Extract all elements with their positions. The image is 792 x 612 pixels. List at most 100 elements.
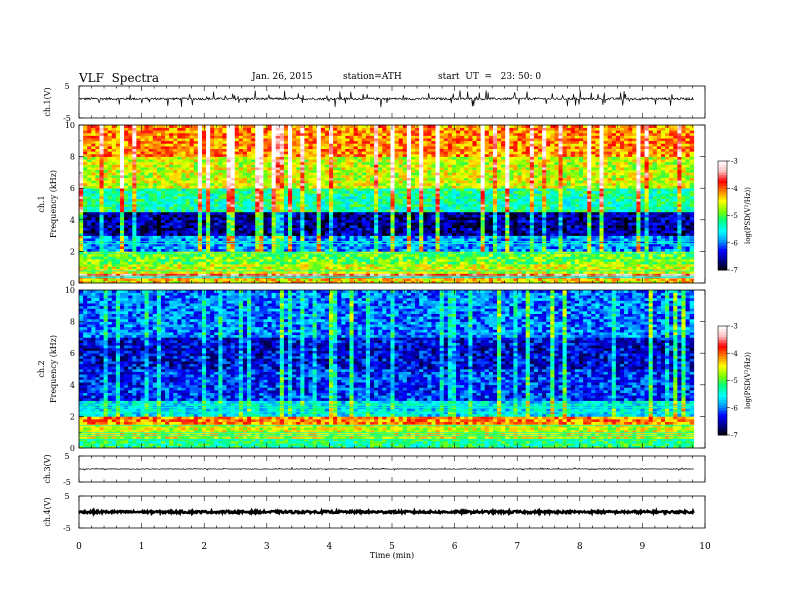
heatmap-cell xyxy=(476,251,482,255)
heatmap-cell xyxy=(218,251,223,255)
heatmap-cell xyxy=(107,258,113,262)
heatmap-cell xyxy=(148,273,154,277)
heatmap-cell xyxy=(644,209,650,213)
heatmap-cell xyxy=(497,222,502,226)
heatmap-cell xyxy=(222,206,227,210)
heatmap-cell xyxy=(226,266,232,270)
heatmap-cell xyxy=(197,248,203,252)
heatmap-cell xyxy=(398,222,404,226)
heatmap-cell xyxy=(333,225,338,228)
heatmap-cell xyxy=(160,248,166,252)
heatmap-cell xyxy=(587,209,592,213)
heatmap-cell xyxy=(599,273,604,277)
heatmap-cell xyxy=(636,217,641,221)
heatmap-cell xyxy=(152,201,158,205)
heatmap-cell xyxy=(95,217,100,221)
heatmap-cell xyxy=(533,266,539,270)
heatmap-cell xyxy=(247,248,252,252)
heatmap-cell xyxy=(607,258,613,262)
heatmap-cell xyxy=(214,243,219,247)
heatmap-cell xyxy=(283,222,289,226)
heatmap-cell xyxy=(181,232,186,236)
heatmap-cell xyxy=(378,225,383,228)
heatmap-cell xyxy=(140,204,145,207)
heatmap-cell xyxy=(488,232,494,236)
heatmap-cell xyxy=(587,251,592,255)
heatmap-cell xyxy=(353,198,359,202)
heatmap-cell xyxy=(390,271,395,274)
heatmap-cell xyxy=(583,266,588,270)
heatmap-cell xyxy=(558,266,563,270)
heatmap-cell xyxy=(521,258,527,262)
heatmap-cell xyxy=(230,280,236,284)
heatmap-cell xyxy=(292,204,297,207)
heatmap-cell xyxy=(148,248,154,252)
heatmap-cell xyxy=(177,248,182,252)
heatmap-cell xyxy=(419,206,424,210)
heatmap-cell xyxy=(595,219,600,223)
heatmap-cell xyxy=(439,238,445,242)
heatmap-cell xyxy=(181,253,186,257)
heatmap-cell xyxy=(538,222,543,226)
heatmap-cell xyxy=(226,273,232,277)
heatmap-cell xyxy=(472,232,477,236)
heatmap-cell xyxy=(624,266,629,270)
heatmap-cell xyxy=(365,280,371,284)
heatmap-cell xyxy=(624,225,629,228)
heatmap-cell xyxy=(660,227,666,231)
heatmap-cell xyxy=(107,268,113,272)
heatmap-cell xyxy=(505,248,510,252)
heatmap-cell xyxy=(669,258,674,262)
heatmap-cell xyxy=(488,201,494,205)
heatmap-cell xyxy=(505,253,510,257)
heatmap-cell xyxy=(185,227,191,231)
heatmap-cell xyxy=(169,206,174,210)
heatmap-cell xyxy=(636,253,641,257)
heatmap-cell xyxy=(328,240,334,244)
heatmap-cell xyxy=(468,214,473,218)
heatmap-cell xyxy=(230,219,236,223)
heatmap-cell xyxy=(685,278,691,281)
heatmap-cell xyxy=(472,243,477,247)
heatmap-cell xyxy=(587,238,592,242)
heatmap-cell xyxy=(603,219,609,223)
heatmap-cell xyxy=(361,232,367,236)
heatmap-cell xyxy=(144,204,150,207)
heatmap-cell xyxy=(349,264,354,267)
heatmap-cell xyxy=(480,211,486,215)
heatmap-cell xyxy=(439,240,445,244)
heatmap-cell xyxy=(83,271,88,274)
heatmap-cell xyxy=(685,214,691,218)
heatmap-cell xyxy=(111,258,117,262)
heatmap-cell xyxy=(267,261,273,265)
heatmap-cell xyxy=(636,211,641,215)
heatmap-cell xyxy=(480,280,486,284)
start-ut-label: start UT = 23: 50: 0 xyxy=(438,72,542,82)
heatmap-cell xyxy=(181,251,186,255)
heatmap-cell xyxy=(644,278,650,281)
heatmap-cell xyxy=(648,246,654,250)
heatmap-cell xyxy=(640,235,645,239)
heatmap-cell xyxy=(480,235,486,239)
heatmap-cell xyxy=(279,240,285,244)
heatmap-cell xyxy=(148,217,154,221)
heatmap-cell xyxy=(480,222,486,226)
heatmap-cell xyxy=(218,280,223,284)
heatmap-cell xyxy=(189,264,195,267)
heatmap-cell xyxy=(394,222,400,226)
heatmap-cell xyxy=(263,261,268,265)
heatmap-cell xyxy=(181,219,186,223)
heatmap-cell xyxy=(193,253,199,257)
heatmap-cell xyxy=(656,222,662,226)
heatmap-cell xyxy=(128,248,133,252)
heatmap-cell xyxy=(443,251,449,255)
heatmap-cell xyxy=(542,258,547,262)
heatmap-cell xyxy=(333,256,338,260)
heatmap-cell xyxy=(115,217,121,221)
heatmap-cell xyxy=(107,248,113,252)
heatmap-cell xyxy=(177,278,182,281)
heatmap-cell xyxy=(279,238,285,242)
heatmap-cell xyxy=(185,211,191,215)
heatmap-cell xyxy=(353,261,359,265)
heatmap-cell xyxy=(304,264,309,267)
